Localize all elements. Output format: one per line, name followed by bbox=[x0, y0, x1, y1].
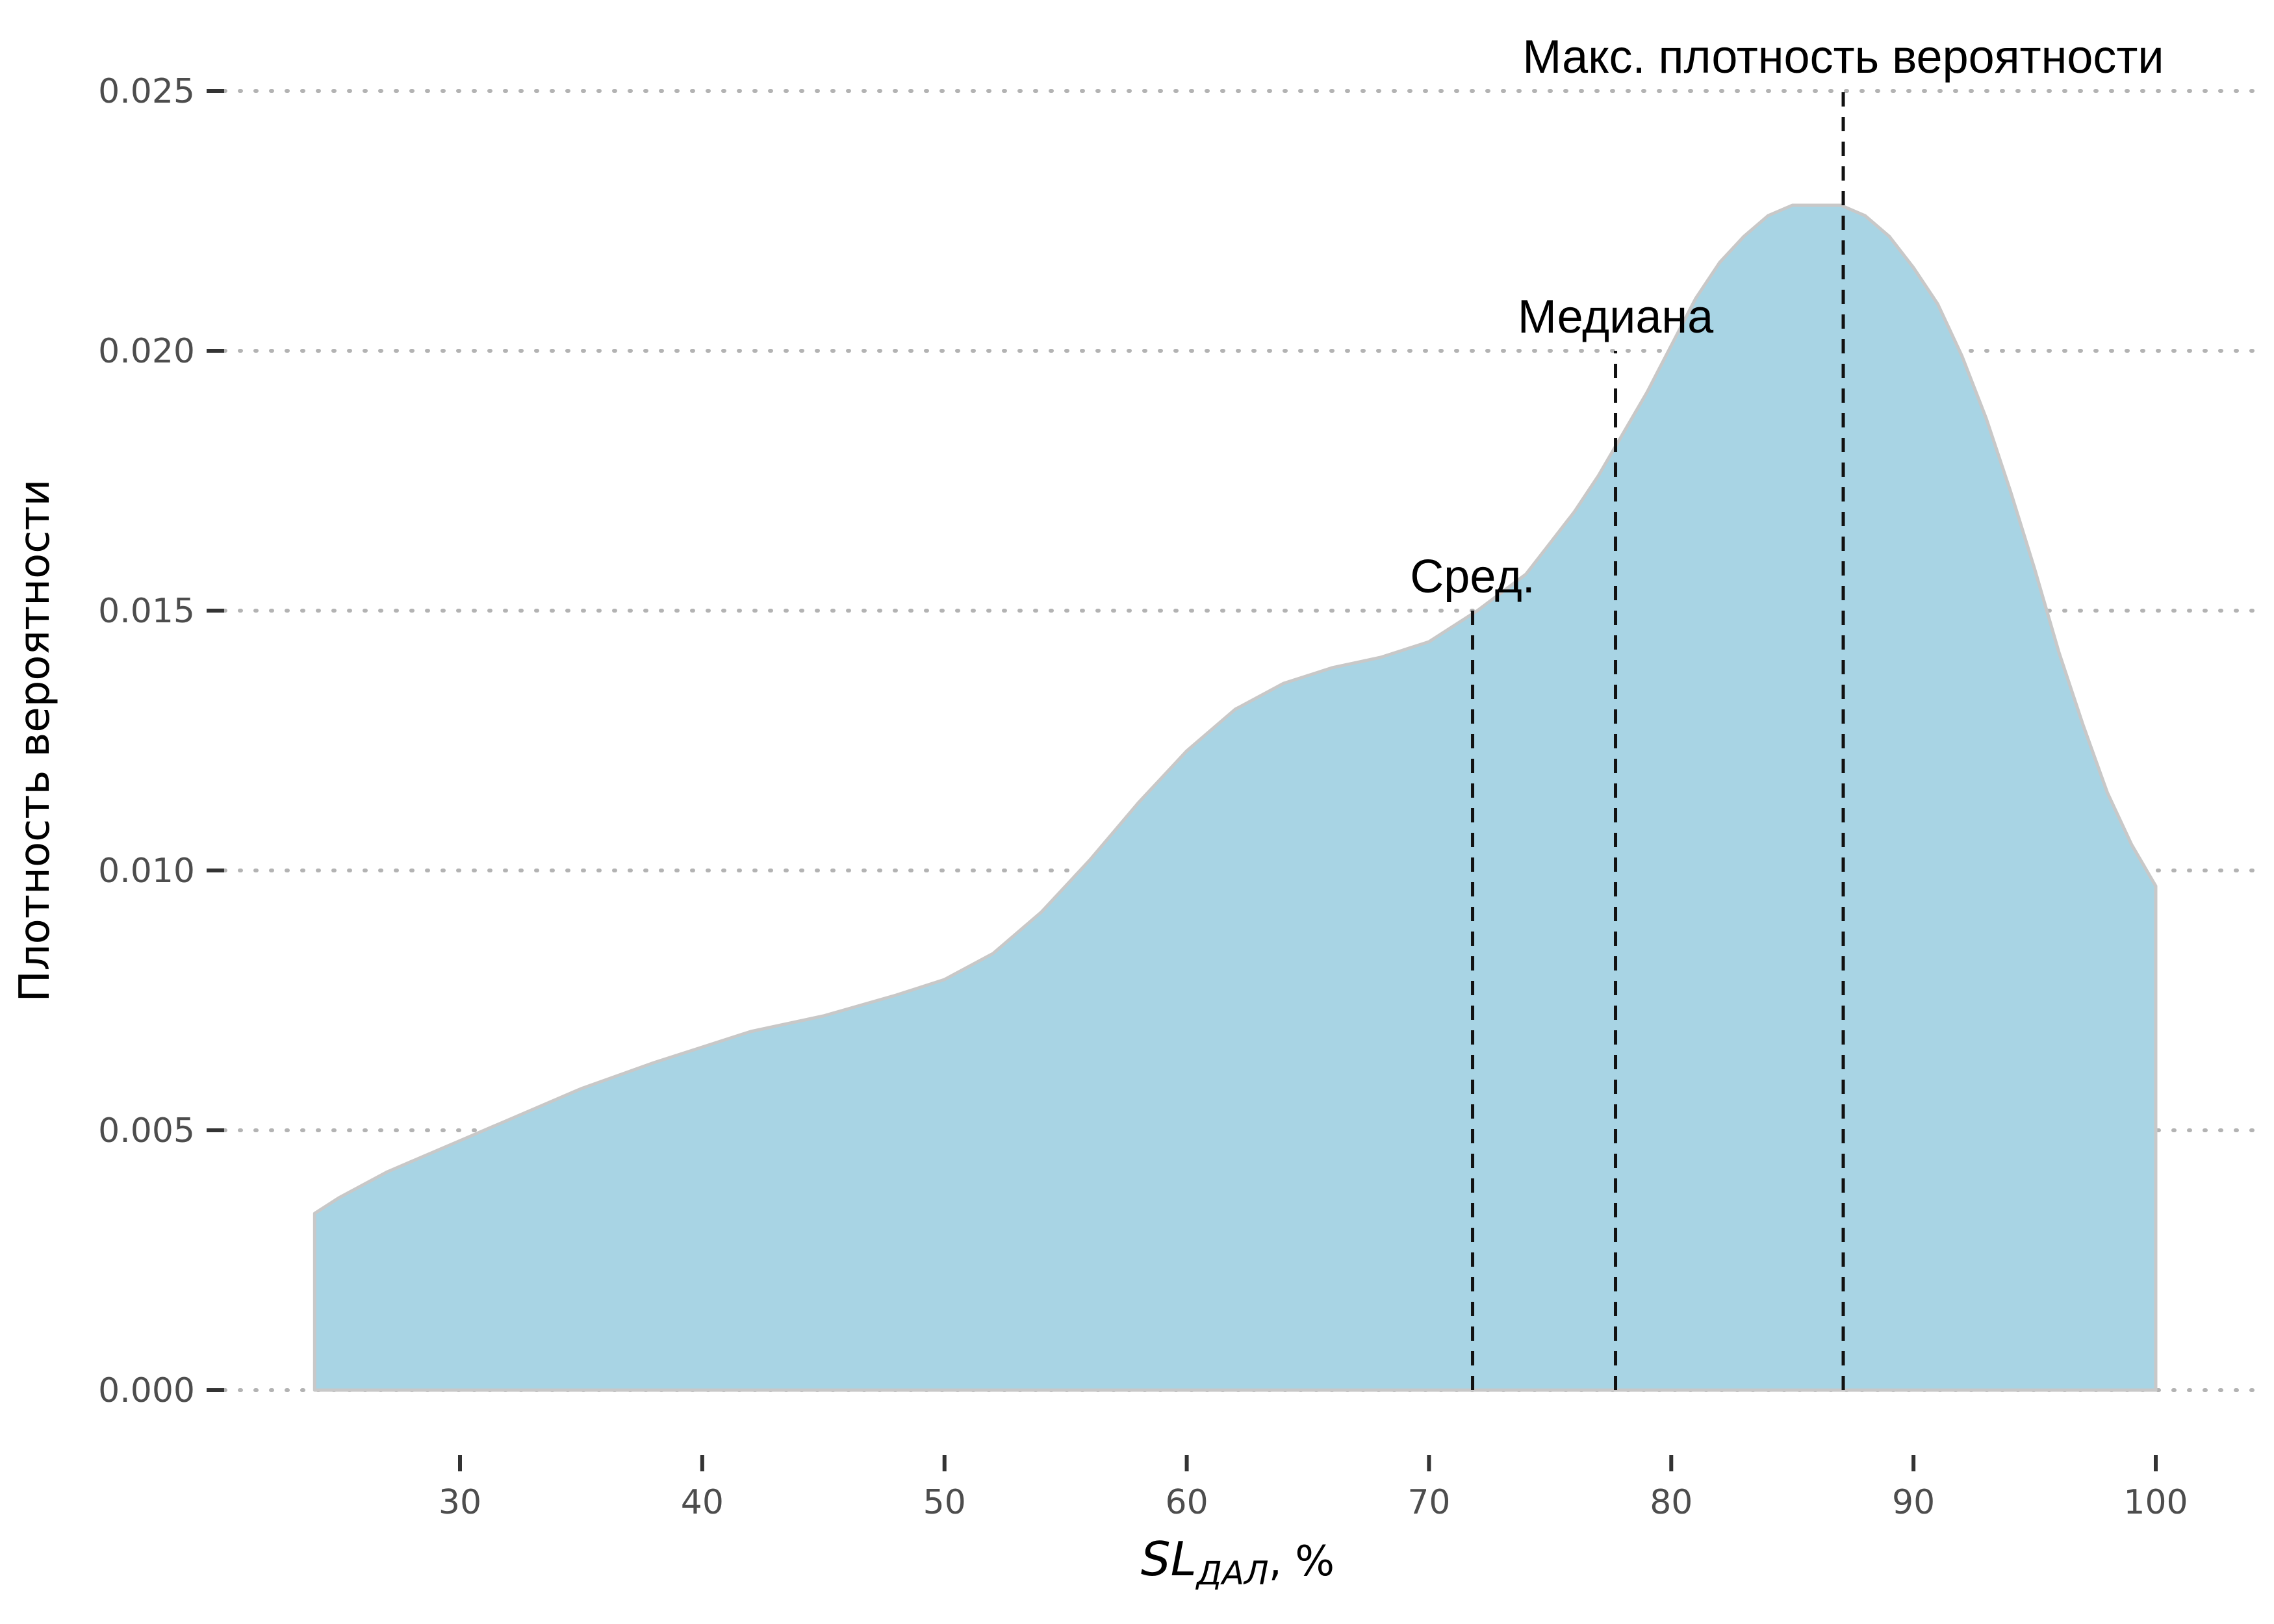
x-tick-label-2: 50 bbox=[923, 1483, 966, 1522]
annotation-label-0: Сред. bbox=[1410, 551, 1535, 603]
x-tick-label-4: 70 bbox=[1407, 1483, 1450, 1522]
x-tick-label-5: 80 bbox=[1650, 1483, 1693, 1522]
annotation-lines: Сред. Медиана Макс. плотность вероятности bbox=[1410, 31, 2164, 1390]
y-tick-label-5: 0.025 bbox=[98, 72, 195, 111]
x-axis-title-suffix: , % bbox=[1269, 1538, 1335, 1586]
y-tick-label-4: 0.020 bbox=[98, 332, 195, 371]
y-tick-label-1: 0.005 bbox=[98, 1111, 195, 1150]
x-tick-label-6: 90 bbox=[1892, 1483, 1935, 1522]
y-tick-label-3: 0.015 bbox=[98, 592, 195, 631]
y-tick-label-2: 0.010 bbox=[98, 852, 195, 891]
x-tick-label-7: 100 bbox=[2123, 1483, 2188, 1522]
x-tick-label-0: 30 bbox=[439, 1483, 481, 1522]
annotation-label-2: Макс. плотность вероятности bbox=[1522, 31, 2164, 83]
x-tick-label-1: 40 bbox=[681, 1483, 724, 1522]
y-tick-label-0: 0.000 bbox=[98, 1371, 195, 1410]
x-axis-title: SLДАЛ, % bbox=[1141, 1532, 1335, 1592]
axes: 0.000 0.005 0.010 0.015 0.020 0.025 30 40 50 60 70… bbox=[98, 72, 2188, 1522]
density-area bbox=[313, 203, 2158, 1392]
density-area-group bbox=[313, 203, 2158, 1392]
x-axis-title-subscript: ДАЛ bbox=[1195, 1554, 1269, 1592]
x-axis-title-main: SL bbox=[1141, 1532, 1197, 1586]
x-tick-label-3: 60 bbox=[1165, 1483, 1208, 1522]
y-axis-title: Плотность вероятности bbox=[11, 479, 59, 1002]
annotation-label-1: Медиана bbox=[1518, 291, 1714, 343]
